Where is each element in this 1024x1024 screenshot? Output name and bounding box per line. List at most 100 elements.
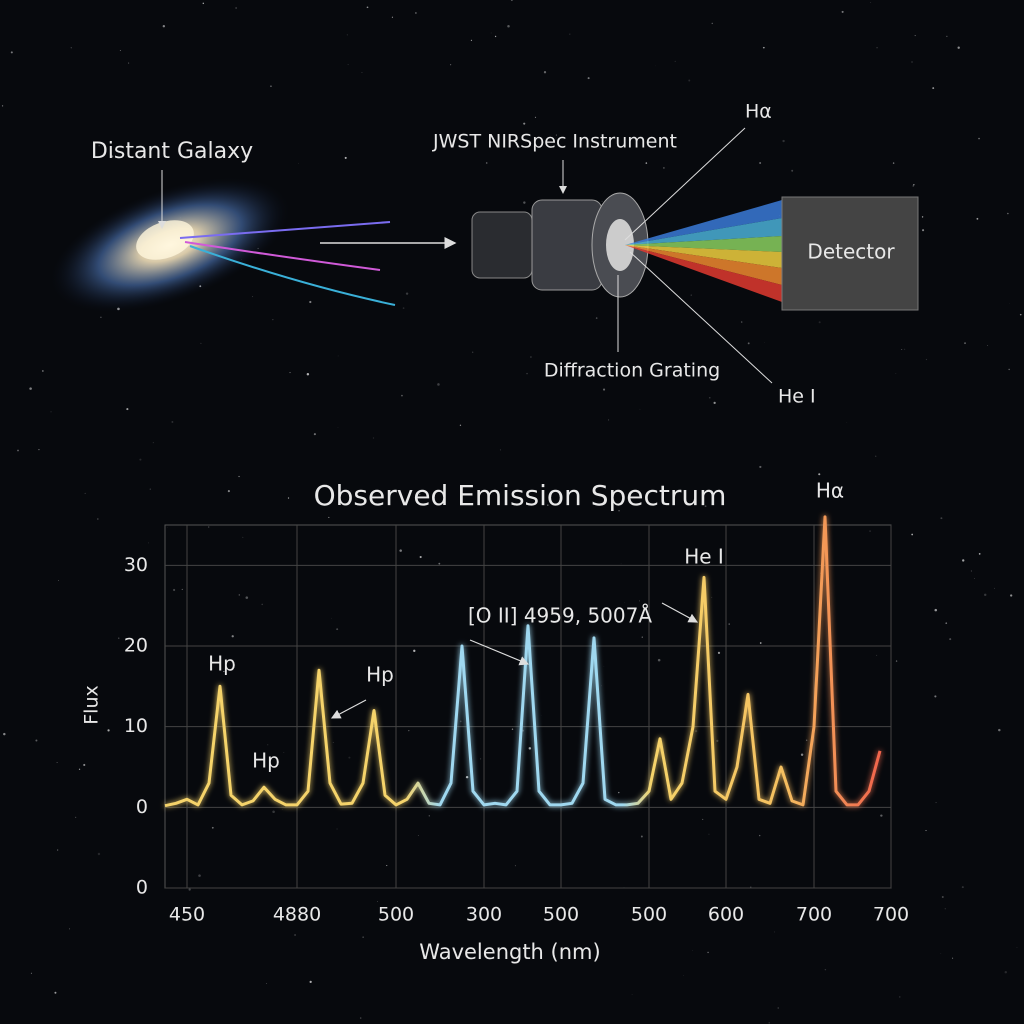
star	[728, 623, 730, 625]
star	[252, 296, 254, 298]
star	[29, 387, 32, 390]
galaxy-core	[136, 220, 194, 260]
star	[713, 401, 716, 404]
star	[399, 549, 402, 552]
star	[587, 77, 590, 80]
y-axis-label: Flux	[81, 685, 103, 725]
star	[78, 768, 81, 770]
line-label: Hα	[745, 101, 772, 123]
y-tick-label: 30	[124, 554, 148, 576]
y-tick-label: 0	[136, 796, 148, 818]
star	[97, 518, 99, 520]
star	[620, 563, 622, 565]
detector	[781, 196, 919, 311]
detector-label: Detector	[807, 240, 895, 264]
star	[944, 908, 946, 910]
star	[934, 608, 938, 612]
star	[348, 756, 351, 759]
star	[480, 758, 482, 760]
star	[618, 510, 620, 512]
star	[289, 372, 291, 374]
star	[869, 530, 871, 532]
star	[875, 455, 877, 457]
star	[870, 2, 872, 4]
star	[337, 355, 339, 357]
star	[84, 492, 86, 494]
star	[740, 321, 743, 323]
x-tick-label: 600	[708, 904, 744, 926]
line-label: He I	[778, 386, 816, 408]
star	[782, 139, 785, 143]
star	[547, 504, 549, 506]
star	[126, 408, 129, 411]
star	[934, 695, 937, 698]
star	[925, 358, 928, 361]
star	[272, 810, 275, 814]
star	[417, 835, 419, 837]
star	[555, 134, 557, 136]
star	[762, 46, 765, 49]
star	[534, 116, 537, 118]
star	[640, 835, 643, 838]
star	[702, 818, 704, 820]
star	[405, 292, 409, 295]
star	[298, 162, 299, 164]
star	[361, 72, 363, 74]
star	[344, 156, 347, 159]
star	[994, 587, 996, 589]
star	[922, 229, 925, 232]
star	[913, 184, 915, 186]
x-tick-label: 500	[543, 904, 579, 926]
beam	[625, 200, 782, 245]
star	[528, 747, 532, 750]
star	[711, 22, 713, 25]
star	[716, 739, 719, 742]
star	[911, 533, 914, 536]
star	[200, 342, 202, 344]
star	[978, 553, 981, 555]
star	[485, 162, 488, 164]
x-axis-label: Wavelength (nm)	[419, 940, 600, 964]
beam	[625, 236, 782, 252]
star	[800, 753, 804, 756]
star	[526, 372, 528, 375]
star	[895, 373, 897, 374]
star	[608, 419, 610, 421]
star	[932, 87, 935, 90]
star	[970, 570, 972, 572]
star	[824, 968, 827, 971]
star	[242, 536, 244, 538]
star	[309, 980, 312, 984]
star	[957, 46, 960, 49]
star	[152, 442, 154, 444]
star	[459, 424, 462, 426]
star	[69, 928, 71, 930]
star	[17, 449, 19, 452]
x-tick-label: 500	[631, 904, 667, 926]
star	[759, 642, 762, 644]
star	[688, 79, 691, 82]
beam	[625, 245, 782, 302]
star	[914, 35, 916, 37]
star	[904, 348, 906, 350]
star	[1, 105, 4, 107]
star	[139, 458, 142, 461]
star	[759, 834, 761, 837]
star	[245, 596, 249, 599]
star	[695, 730, 698, 733]
star	[1019, 313, 1022, 316]
star	[846, 422, 848, 423]
star	[267, 744, 269, 746]
star	[974, 577, 976, 579]
star	[188, 888, 191, 891]
star	[747, 342, 750, 345]
star	[618, 791, 620, 794]
star	[336, 828, 338, 830]
star	[638, 600, 640, 602]
star	[759, 465, 762, 469]
star	[941, 895, 944, 898]
star	[663, 167, 665, 169]
star	[362, 936, 364, 938]
